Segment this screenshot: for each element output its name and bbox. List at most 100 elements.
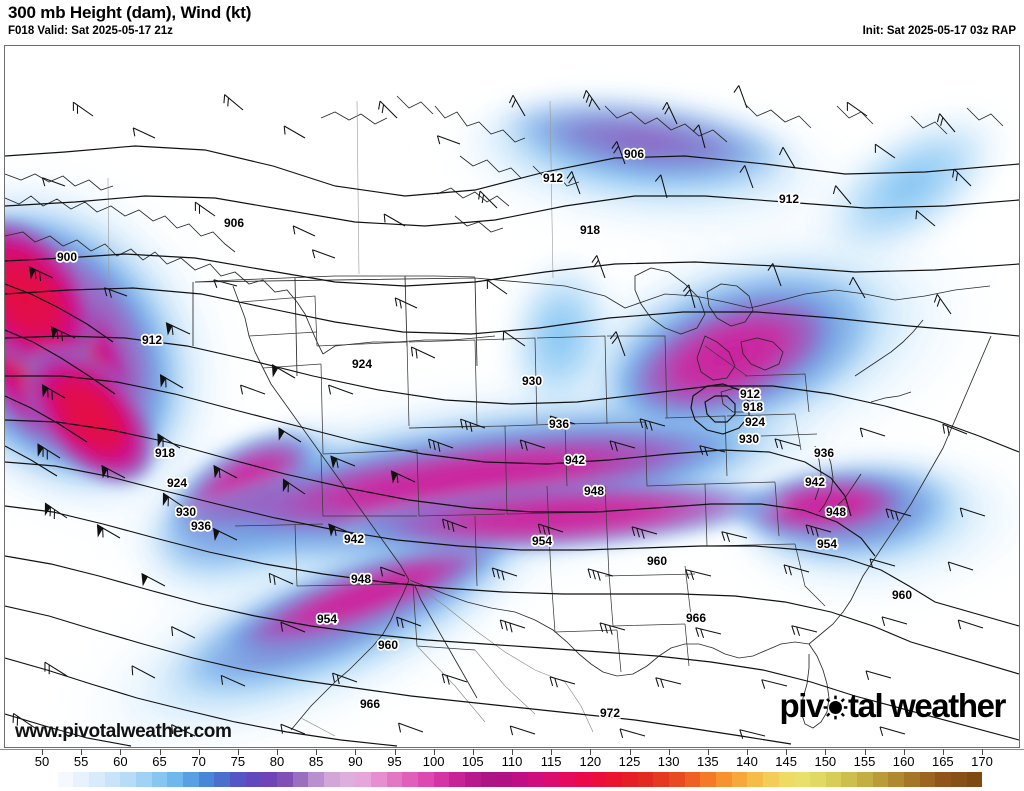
colorbar-cell — [418, 772, 434, 787]
contour-label-halo: 924 — [352, 357, 372, 371]
colorbar-cell — [136, 772, 152, 787]
contour-label-halo: 948 — [351, 572, 371, 586]
contour-label-halo: 972 — [600, 706, 620, 720]
contour-label-halo: 954 — [317, 612, 337, 626]
contour-label-halo: 912 — [543, 171, 563, 185]
contour-label: 960 — [892, 588, 912, 602]
contour-label-halo: 960 — [647, 554, 667, 568]
contour-label: 912 — [543, 171, 563, 185]
colorbar-tick-label: 60 — [113, 754, 128, 769]
contour-label: 918 — [155, 446, 175, 460]
contour-label: 912 — [142, 333, 162, 347]
contour-label: 948 — [584, 484, 604, 498]
colorbar-tick — [237, 749, 239, 755]
colorbar-cell — [371, 772, 387, 787]
contour-label: 912 — [740, 387, 760, 401]
contour-label-halo: 936 — [549, 417, 569, 431]
wind-speed-shading — [5, 88, 1019, 747]
colorbar-cell — [120, 772, 137, 787]
colorbar-cell — [151, 772, 168, 787]
contour-label-halo: 942 — [344, 532, 364, 546]
colorbar-cell — [574, 772, 591, 787]
colorbar-tick — [551, 749, 553, 755]
contour-label: 942 — [565, 453, 585, 467]
colorbar-tick — [942, 749, 944, 755]
colorbar-cell — [762, 772, 779, 787]
contour-label-halo: 900 — [57, 250, 77, 264]
colorbar-tick — [355, 749, 357, 755]
contour-label: 930 — [176, 505, 196, 519]
contour-label-halo: 930 — [739, 432, 759, 446]
colorbar-tick — [982, 749, 983, 755]
contour-label: 960 — [647, 554, 667, 568]
contour-label: 972 — [600, 706, 620, 720]
contour-label-halo: 954 — [817, 537, 837, 551]
colorbar-cell — [292, 772, 309, 787]
contour-label-halo: 942 — [565, 453, 585, 467]
colorbar-cell — [230, 772, 246, 787]
colorbar-tick — [433, 749, 435, 755]
map-canvas[interactable]: 906 906 912 912 912 912 918 918 906 906 900 900 912 9… — [4, 45, 1020, 748]
colorbar-tick — [747, 749, 748, 755]
colorbar-cell — [950, 772, 967, 787]
contour-label: 918 — [580, 223, 600, 237]
contour-label: 930 — [739, 432, 759, 446]
colorbar-cell — [668, 772, 685, 787]
colorbar-cell — [653, 772, 669, 787]
contour-label: 924 — [745, 415, 765, 429]
colorbar-cell — [339, 772, 356, 787]
colorbar-cell — [261, 772, 278, 787]
contour-label-halo: 918 — [580, 223, 600, 237]
contour-label: 906 — [224, 216, 244, 230]
colorbar-tick-label: 155 — [853, 754, 876, 769]
colorbar-tick-label: 115 — [540, 754, 562, 769]
colorbar-cell — [183, 772, 199, 787]
colorbar-cell — [621, 772, 638, 787]
colorbar-cell — [590, 772, 607, 787]
colorbar-cell — [606, 772, 622, 787]
contour-label: 930 — [522, 374, 542, 388]
colorbar-tick — [316, 749, 318, 755]
init-time-label: Init: Sat 2025-05-17 03z RAP — [862, 25, 1016, 37]
contour-label-halo: 924 — [745, 415, 765, 429]
colorbar-tick-label: 160 — [892, 754, 915, 769]
contour-label-group: 9069069129129129129189189069069009009129… — [55, 145, 914, 721]
colorbar-tick — [159, 749, 161, 755]
colorbar-cell — [480, 772, 497, 787]
colorbar-cell — [42, 772, 58, 787]
colorbar-tick-label: 125 — [618, 754, 641, 769]
contour-label-halo: 906 — [224, 216, 244, 230]
contour-label: 966 — [360, 697, 380, 711]
contour-label: 948 — [351, 572, 371, 586]
colorbar-tick-label: 90 — [348, 754, 363, 769]
colorbar-cell — [715, 772, 732, 787]
contour-label: 918 — [743, 400, 763, 414]
contour-label-halo: 936 — [191, 519, 211, 533]
colorbar-cell — [825, 772, 842, 787]
colorbar-tick — [864, 749, 866, 755]
colorbar-cell — [324, 772, 340, 787]
contour-label-halo: 960 — [892, 588, 912, 602]
colorbar-cell — [637, 772, 654, 787]
colorbar-tick-label: 95 — [387, 754, 402, 769]
colorbar-tick — [394, 749, 396, 755]
colorbar-tick — [120, 749, 122, 755]
page-title: 300 mb Height (dam), Wind (kt) — [8, 3, 252, 22]
logo-text-pre: piv — [779, 687, 825, 724]
colorbar-cell — [386, 772, 403, 787]
colorbar-cell — [512, 772, 528, 787]
contour-label-halo: 912 — [740, 387, 760, 401]
colorbar-cell — [496, 772, 513, 787]
sun-icon — [823, 695, 848, 720]
colorbar-cell — [433, 772, 450, 787]
contour-label: 954 — [317, 612, 337, 626]
colorbar-tick — [277, 749, 278, 755]
colorbar-cell — [198, 772, 215, 787]
colorbar-tick — [81, 749, 83, 755]
colorbar-tick-label: 105 — [461, 754, 484, 769]
colorbar-cell — [778, 772, 795, 787]
colorbar-cell — [104, 772, 121, 787]
colorbar-cell — [872, 772, 889, 787]
colorbar-tick-label: 55 — [73, 754, 89, 769]
colorbar-tick — [42, 749, 43, 755]
